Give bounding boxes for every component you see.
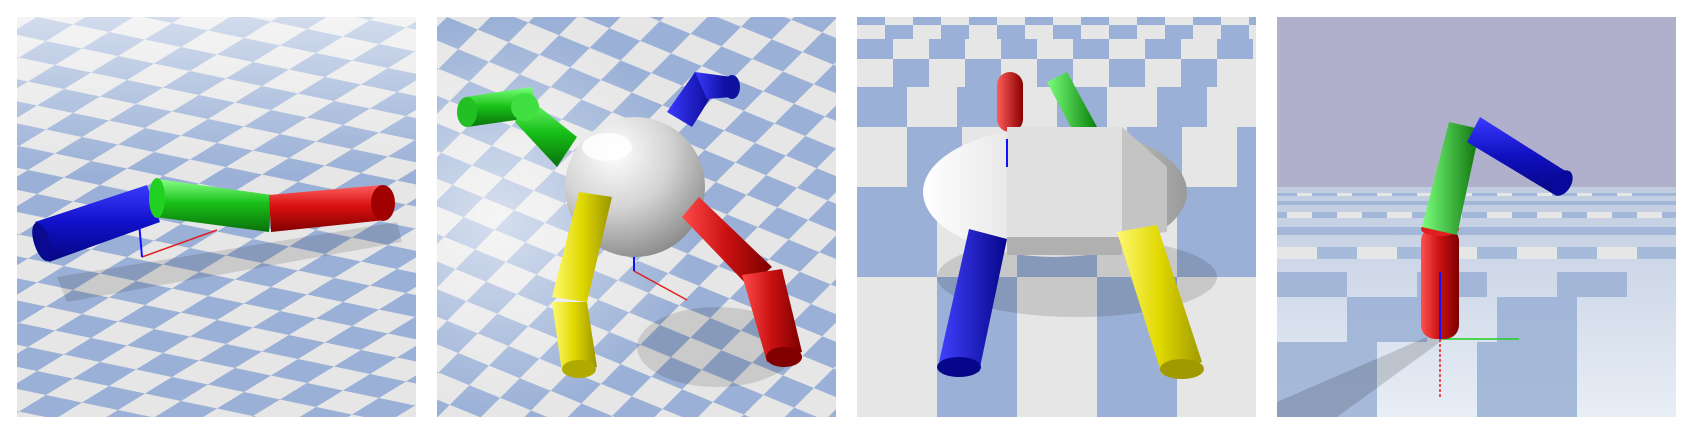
torso-sphere: [923, 127, 1187, 257]
red-limb: [997, 72, 1023, 132]
ant-robot-front-panel: [857, 17, 1256, 417]
green-limb: [149, 178, 272, 232]
red-limb: [269, 185, 395, 232]
blue-limb: [32, 185, 160, 262]
green-limb: [457, 87, 577, 167]
red-limb: [682, 197, 802, 367]
blue-limb: [937, 229, 1007, 377]
robot-shadow: [1277, 337, 1447, 417]
snake-robot-panel: [17, 17, 416, 417]
yellow-limb: [552, 192, 612, 378]
x-axis-line: [633, 270, 688, 301]
ant-robot-front-scene: [857, 17, 1256, 417]
yellow-limb: [1117, 225, 1204, 379]
x-axis-line: [141, 229, 218, 258]
sky: [1277, 17, 1676, 187]
blue-limb: [667, 72, 740, 127]
blue-limb: [1467, 117, 1573, 196]
hopper-robot-panel: [1277, 17, 1676, 417]
green-limb: [1047, 72, 1097, 135]
ant-robot-perspective-scene: [437, 17, 836, 417]
green-limb: [1422, 122, 1480, 235]
ant-robot-perspective-panel: [437, 17, 836, 417]
hopper-robot-scene: [1277, 17, 1676, 417]
snake-robot-scene: [17, 17, 416, 417]
robot-shadow: [57, 222, 402, 302]
